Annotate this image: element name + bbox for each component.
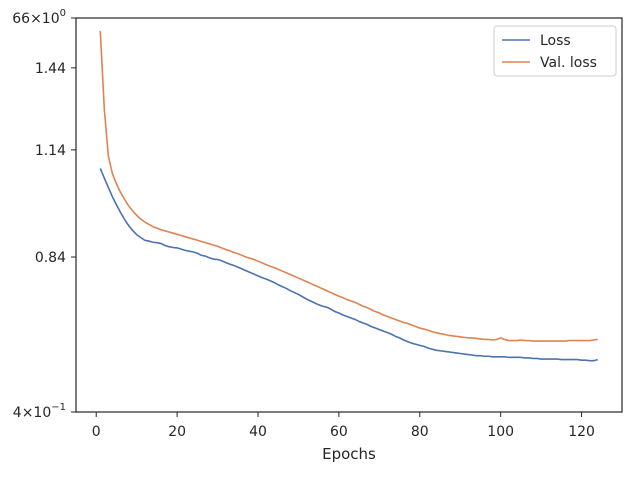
- x-tick-label: 80: [411, 424, 429, 440]
- plot-area: [99, 30, 598, 362]
- x-axis-label: Epochs: [322, 445, 376, 463]
- x-tick-label: 0: [92, 424, 101, 440]
- legend-box: [493, 25, 617, 77]
- y-tick-label: 66×100: [12, 8, 66, 27]
- axes: 0 20 40 60 80 100 1204×10−10.841.141.4466×100E…: [12, 8, 623, 463]
- x-tick-label: 40: [249, 424, 267, 440]
- x-tick-label: 20: [168, 424, 186, 440]
- y-tick-times: ×10: [30, 11, 60, 27]
- y-tick-label: 1.44: [35, 61, 66, 77]
- y-tick-times: ×10: [22, 405, 52, 421]
- y-tick-label: 4×10−1: [13, 402, 66, 421]
- series-line-loss: [99, 168, 598, 362]
- legend-label: Val. loss: [540, 55, 597, 71]
- y-tick-exponent: 0: [60, 8, 66, 19]
- x-tick-label: 100: [487, 424, 514, 440]
- legend: Loss Val. loss: [493, 25, 617, 77]
- y-tick-exponent: −1: [51, 402, 66, 413]
- x-tick-label: 120: [568, 424, 595, 440]
- plot-frame: [75, 17, 623, 413]
- y-tick-label: 0.84: [35, 250, 66, 266]
- y-tick-base: 4: [13, 405, 22, 421]
- series-line-val-loss: [99, 30, 598, 342]
- x-tick-label: 60: [330, 424, 348, 440]
- legend-label: Loss: [540, 33, 571, 49]
- y-tick-base: 66: [12, 11, 30, 27]
- y-tick-label: 1.14: [35, 143, 66, 159]
